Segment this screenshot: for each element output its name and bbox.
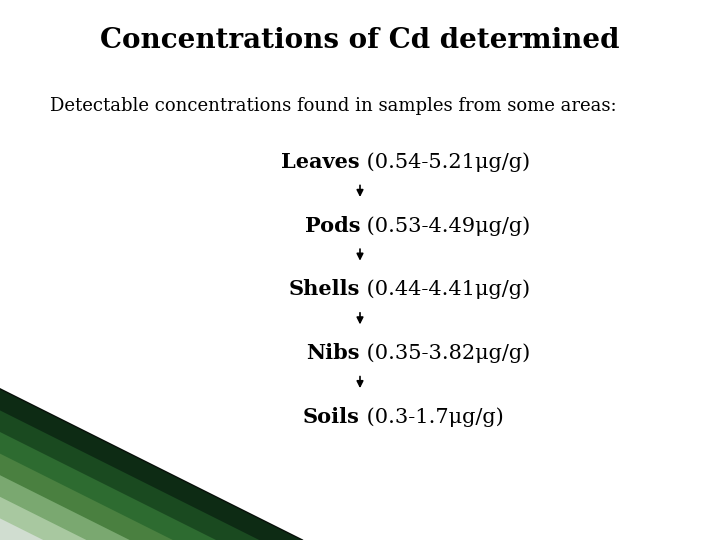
Polygon shape xyxy=(0,410,259,540)
Text: (0.44-4.41μg/g): (0.44-4.41μg/g) xyxy=(360,280,530,299)
Text: Concentrations of Cd determined: Concentrations of Cd determined xyxy=(100,27,620,54)
Text: Nibs: Nibs xyxy=(307,343,360,363)
Polygon shape xyxy=(0,432,216,540)
Text: Pods: Pods xyxy=(305,215,360,236)
Polygon shape xyxy=(0,475,130,540)
Text: (0.35-3.82μg/g): (0.35-3.82μg/g) xyxy=(360,343,530,363)
Text: Soils: Soils xyxy=(303,407,360,427)
Text: Shells: Shells xyxy=(289,279,360,300)
Text: (0.54-5.21μg/g): (0.54-5.21μg/g) xyxy=(360,152,530,172)
Polygon shape xyxy=(0,389,302,540)
Text: Detectable concentrations found in samples from some areas:: Detectable concentrations found in sampl… xyxy=(50,97,617,115)
Text: Leaves: Leaves xyxy=(282,152,360,172)
Polygon shape xyxy=(0,454,173,540)
Polygon shape xyxy=(0,497,86,540)
Polygon shape xyxy=(0,518,43,540)
Text: (0.53-4.49μg/g): (0.53-4.49μg/g) xyxy=(360,216,530,235)
Text: (0.3-1.7μg/g): (0.3-1.7μg/g) xyxy=(360,407,504,427)
